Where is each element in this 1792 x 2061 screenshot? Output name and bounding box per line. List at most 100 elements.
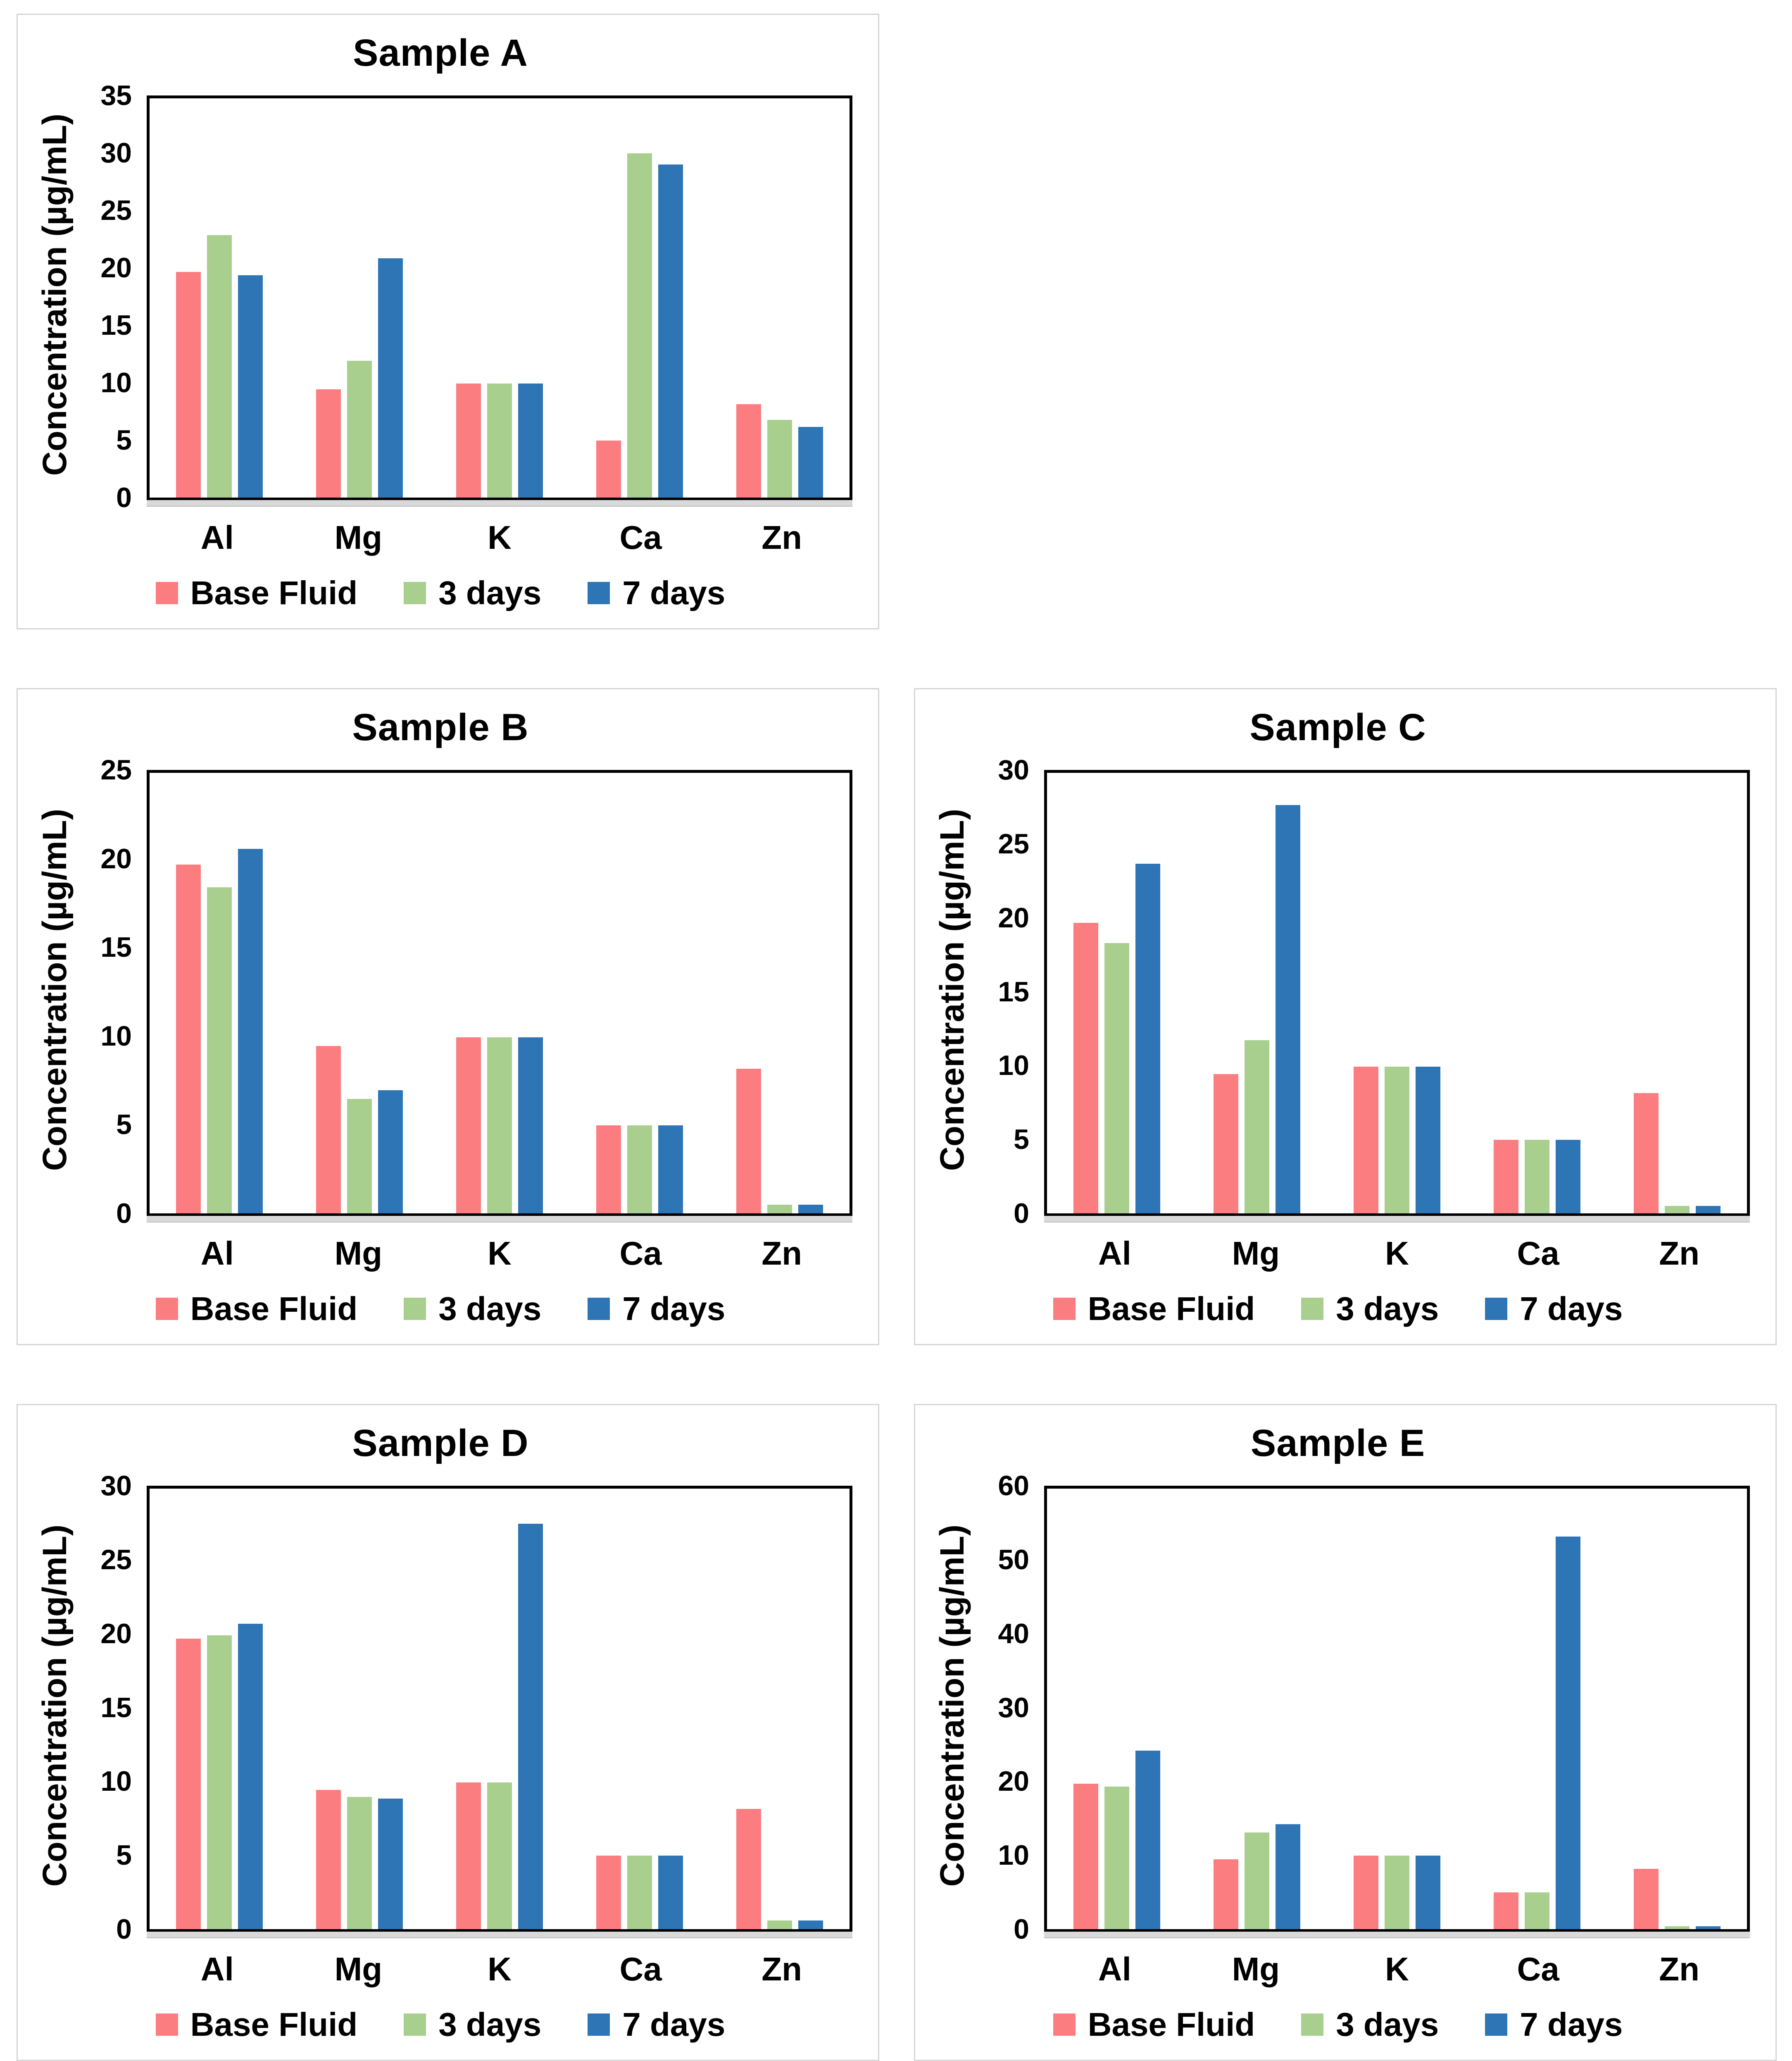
x-category-label-al: Al	[200, 519, 234, 556]
y-tick-label: 25	[998, 828, 1029, 860]
bar-3-days-al	[207, 235, 232, 498]
bar-group-al	[1047, 773, 1187, 1213]
y-tick-label: 35	[100, 80, 132, 112]
bar-group-ca	[569, 773, 709, 1213]
bar-base-fluid-mg	[1214, 1074, 1239, 1213]
legend-label: 7 days	[1520, 2006, 1623, 2043]
bar-3-days-k	[1384, 1856, 1409, 1929]
y-tick-label: 30	[998, 1692, 1029, 1723]
legend-item-base-fluid: Base Fluid	[1053, 2006, 1255, 2044]
y-tick-label: 5	[1014, 1124, 1029, 1156]
plot-column: Al Mg K Ca Zn	[1044, 770, 1750, 1284]
chart-legend: Base Fluid 3 days 7 days	[29, 569, 852, 617]
bar-7-days-zn	[798, 1920, 823, 1929]
x-category-label-mg: Mg	[334, 1235, 383, 1272]
y-tick-label: 30	[100, 1470, 132, 1502]
bar-base-fluid-ca	[596, 1856, 621, 1929]
bar-group-k	[1327, 1489, 1467, 1929]
x-category-label-zn: Zn	[762, 519, 802, 556]
y-axis: 0 5 10 15 20 25	[81, 756, 147, 1284]
legend-label: Base Fluid	[190, 574, 358, 611]
bar-7-days-zn	[798, 1204, 823, 1213]
bar-3-days-k	[487, 1037, 512, 1213]
bar-7-days-ca	[1555, 1536, 1580, 1929]
plot-area	[147, 770, 852, 1213]
legend-label: 3 days	[438, 574, 542, 611]
legend-item-3-days: 3 days	[404, 574, 541, 612]
chart-legend: Base Fluid 3 days 7 days	[926, 1284, 1750, 1333]
bar-3-days-mg	[347, 360, 372, 498]
bar-group-mg	[290, 98, 430, 498]
bar-3-days-al	[207, 1635, 232, 1929]
y-tick-label: 20	[998, 902, 1029, 934]
legend-item-7-days: 7 days	[1485, 1290, 1623, 1328]
plot-column: Al Mg K Ca Zn	[147, 770, 852, 1284]
x-category-label-ca: Ca	[619, 1951, 662, 1987]
bar-7-days-mg	[1276, 1824, 1301, 1929]
y-tick-label: 30	[100, 137, 132, 169]
y-tick-label: 15	[100, 1692, 132, 1723]
x-category-label-k: K	[1385, 1235, 1409, 1272]
chart-body: Concentration (µg/mL) 0 5 10 15 20 25 30 Al Mg K…	[926, 756, 1750, 1284]
plot-column: Al Mg K Ca Zn	[147, 1486, 852, 2000]
legend-item-3-days: 3 days	[404, 1290, 541, 1328]
x-axis-shadow-strip	[1044, 1932, 1750, 1938]
x-category-label-k: K	[488, 519, 512, 556]
bar-3-days-ca	[627, 1856, 652, 1929]
bar-3-days-mg	[1245, 1832, 1270, 1929]
y-axis-title-column: Concentration (µg/mL)	[926, 770, 979, 1284]
legend-item-3-days: 3 days	[1301, 2006, 1439, 2044]
y-tick-label: 0	[116, 1913, 132, 1945]
y-tick-label: 50	[998, 1544, 1029, 1575]
bar-base-fluid-mg	[316, 389, 341, 498]
y-tick-label: 15	[100, 932, 132, 963]
y-axis-title-column: Concentration (µg/mL)	[926, 1486, 979, 2000]
bar-7-days-ca	[658, 1125, 683, 1213]
x-category-label-k: K	[488, 1951, 512, 1987]
bar-base-fluid-mg	[316, 1789, 341, 1929]
y-tick-label: 40	[998, 1618, 1029, 1649]
chart-body: Concentration (µg/mL) 0 5 10 15 20 25 30 35 Al M…	[29, 81, 852, 569]
x-category-label-zn: Zn	[1659, 1235, 1700, 1272]
bar-group-k	[430, 98, 570, 498]
bar-groups	[150, 773, 850, 1213]
y-tick-label: 0	[116, 482, 132, 513]
bar-base-fluid-ca	[596, 441, 621, 498]
bar-3-days-zn	[767, 1204, 792, 1213]
bar-3-days-al	[207, 887, 232, 1213]
bar-groups	[1047, 1489, 1747, 1929]
bar-base-fluid-al	[176, 864, 201, 1213]
y-tick-label: 0	[116, 1198, 132, 1229]
x-category-label-al: Al	[200, 1235, 234, 1272]
y-tick-rail: 0 10 20 30 40 50 60	[979, 1472, 1044, 1943]
bar-group-zn	[709, 98, 850, 498]
legend-swatch-base-fluid	[155, 582, 178, 604]
y-tick-label: 25	[100, 754, 132, 786]
chart-body: Concentration (µg/mL) 0 10 20 30 40 50 60 Al Mg…	[926, 1472, 1750, 2000]
y-tick-label: 0	[1014, 1198, 1029, 1229]
bar-base-fluid-ca	[1493, 1140, 1518, 1213]
chart-panel-sample-c: Sample C Concentration (µg/mL) 0 5 10 15 20 2…	[914, 688, 1777, 1345]
legend-label: 3 days	[438, 2006, 542, 2043]
legend-label: Base Fluid	[1088, 2006, 1255, 2043]
x-axis-shadow-strip	[147, 1216, 852, 1222]
x-category-label-ca: Ca	[1517, 1235, 1559, 1272]
bar-group-al	[150, 1489, 290, 1929]
bar-groups	[1047, 773, 1747, 1213]
y-tick-label: 25	[100, 1544, 132, 1575]
chart-legend: Base Fluid 3 days 7 days	[29, 2000, 852, 2049]
y-tick-label: 20	[998, 1766, 1029, 1797]
plot-area	[147, 95, 852, 498]
bar-base-fluid-al	[1073, 1784, 1099, 1929]
bar-7-days-mg	[378, 1798, 403, 1929]
chart-title: Sample C	[1249, 706, 1426, 748]
bar-3-days-ca	[627, 1125, 652, 1213]
bar-3-days-zn	[767, 1920, 792, 1929]
y-axis: 0 5 10 15 20 25 30	[979, 756, 1044, 1284]
chart-title: Sample D	[352, 1422, 529, 1464]
legend-swatch-base-fluid	[155, 1298, 178, 1320]
bar-7-days-mg	[378, 258, 403, 498]
legend-item-3-days: 3 days	[404, 2006, 541, 2044]
chart-title: Sample A	[353, 32, 528, 74]
